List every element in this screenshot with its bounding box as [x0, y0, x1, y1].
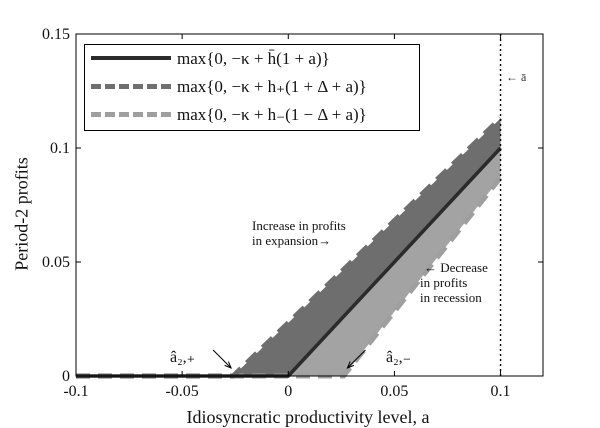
annotation-arrows [212, 349, 366, 369]
x-tick-label: 0.05 [380, 383, 408, 400]
y-tick-label: 0.05 [42, 254, 70, 271]
annotation-abar: ← ā [506, 70, 527, 84]
annotation-recession: ← Decrease in profits in recession [420, 260, 488, 305]
legend-label-solid: max{0, −κ + h̄(1 + a)} [177, 49, 330, 68]
legend-entry-minus: max{0, −κ + h₋(1 − Δ + a)} [85, 103, 419, 127]
arrow-a-plus-head [224, 361, 232, 369]
x-tick-label: 0.1 [491, 383, 511, 400]
legend-entry-plus: max{0, −κ + h₊(1 + Δ + a)} [85, 75, 419, 99]
legend-swatch-solid [91, 56, 171, 60]
axis-ticks: -0.1 -0.05 0 0.05 0.1 0 0.05 0.1 0.15 [42, 26, 543, 400]
annotation-expansion-line1: Increase in profits [252, 218, 346, 233]
arrow-a-plus [212, 349, 232, 369]
y-tick-label: 0.1 [50, 140, 70, 157]
annotation-recession-line1: ← Decrease [424, 260, 488, 275]
x-tick-label: -0.1 [63, 383, 88, 400]
arrow-a-minus-head [346, 361, 355, 369]
annotation-recession-line2: in profits [420, 275, 468, 290]
annotation-a-minus: â₂,₋ [386, 349, 412, 366]
axes-frame [75, 33, 544, 377]
legend-swatch-plus [91, 84, 171, 89]
plot-frame [75, 33, 544, 377]
legend-label-plus: max{0, −κ + h₊(1 + Δ + a)} [177, 77, 367, 96]
y-tick-label: 0 [62, 368, 70, 385]
legend-swatch-minus [91, 112, 171, 117]
annotation-a-plus: â₂,₊ [170, 349, 196, 366]
legend: max{0, −κ + h̄(1 + a)} max{0, −κ + h₊(1 … [84, 44, 420, 131]
annotation-expansion-line2: in expansion→ [252, 233, 332, 248]
x-tick-label: -0.05 [165, 383, 198, 400]
x-tick-label: 0 [284, 383, 292, 400]
y-tick-label: 0.15 [42, 26, 70, 43]
x-axis-label: Idiosyncratic productivity level, a [186, 407, 430, 427]
legend-entry-solid: max{0, −κ + h̄(1 + a)} [85, 47, 419, 71]
arrow-a-minus [347, 349, 366, 369]
annotation-expansion: Increase in profits in expansion→ [252, 218, 346, 248]
y-axis-label: Period-2 profits [11, 157, 32, 271]
legend-label-minus: max{0, −κ + h₋(1 − Δ + a)} [177, 105, 367, 124]
annotation-recession-line3: in recession [420, 290, 482, 305]
